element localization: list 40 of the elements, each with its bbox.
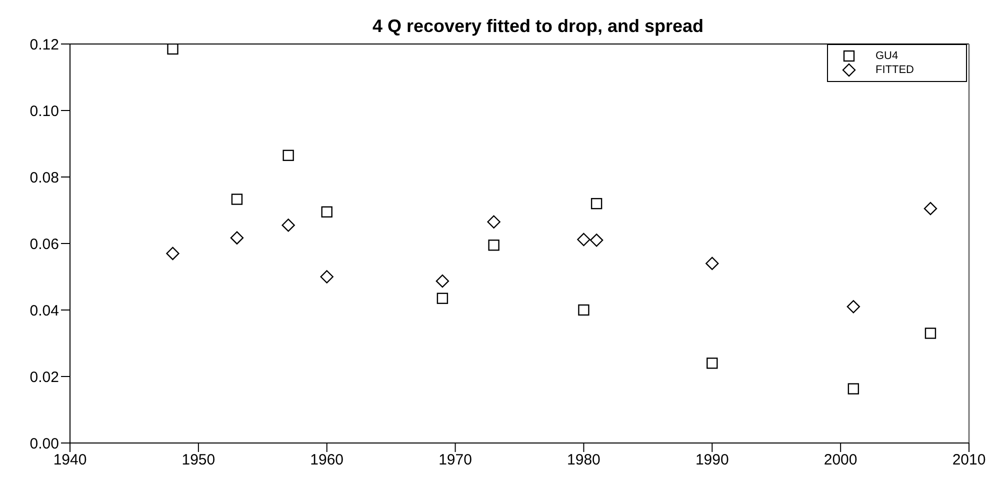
point xyxy=(577,232,590,246)
x-tick-label: 1970 xyxy=(438,452,472,469)
y-tick-label: 0.00 xyxy=(30,435,59,452)
chart-title: 4 Q recovery fitted to drop, and spread xyxy=(371,16,705,36)
x-tick-label: 1990 xyxy=(695,452,729,469)
point xyxy=(487,215,500,228)
y-tick-label: 0.12 xyxy=(30,36,59,54)
legend-label: FITTED xyxy=(876,64,914,76)
y-tick-label: 0.08 xyxy=(30,169,59,186)
y-tick-label: 0.04 xyxy=(30,302,59,320)
point xyxy=(578,304,590,316)
point xyxy=(167,44,178,55)
point xyxy=(488,240,500,251)
point xyxy=(848,383,860,394)
point xyxy=(230,231,244,244)
y-tick-label: 0.06 xyxy=(30,236,59,253)
point xyxy=(321,206,332,218)
point xyxy=(320,270,334,284)
x-tick-label: 1960 xyxy=(310,452,344,469)
x-tick-label: 2010 xyxy=(952,452,986,469)
x-tick-label: 1940 xyxy=(53,452,87,469)
point xyxy=(282,150,294,161)
point xyxy=(706,358,718,369)
point xyxy=(590,198,602,210)
point xyxy=(706,256,719,270)
point xyxy=(436,292,448,304)
point xyxy=(436,274,450,288)
point xyxy=(166,246,180,260)
x-tick-label: 1980 xyxy=(567,452,600,469)
point xyxy=(231,194,243,205)
point xyxy=(924,202,938,216)
point xyxy=(846,300,860,314)
x-tick-label: 2000 xyxy=(824,452,858,469)
legend-label: GU4 xyxy=(876,50,898,62)
point xyxy=(590,234,604,247)
y-tick-label: 0.10 xyxy=(30,102,59,120)
y-tick-label: 0.02 xyxy=(30,368,59,386)
point xyxy=(924,328,936,339)
point xyxy=(282,218,295,232)
x-tick-label: 1950 xyxy=(182,452,216,469)
